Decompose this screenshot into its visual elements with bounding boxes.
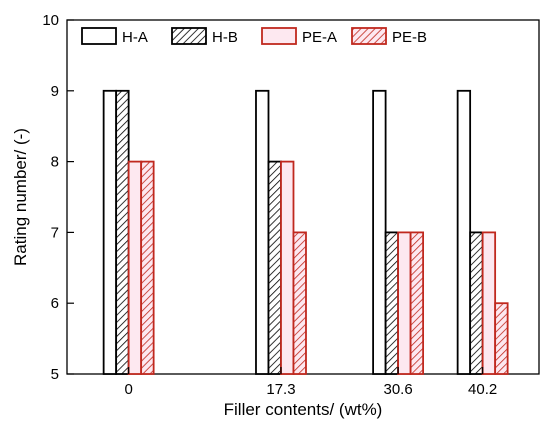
legend-label-h-a: H-A	[122, 29, 148, 46]
bar-pe-b-1	[292, 231, 307, 375]
bar-h-a-2	[372, 89, 387, 375]
bar-h-b-2	[384, 231, 400, 375]
y-tick-label-5: 10	[42, 12, 59, 29]
bar-pe-a-3	[481, 231, 497, 375]
x-tick-label-1: 17.3	[266, 381, 295, 398]
y-axis-title: Rating number/ (-)	[11, 128, 30, 266]
y-tick-label-3: 8	[51, 154, 59, 171]
y-tick-label-1: 6	[51, 295, 59, 312]
legend-label-h-b: H-B	[212, 29, 238, 46]
bar-pe-b-2	[409, 231, 425, 375]
y-tick-label-4: 9	[51, 83, 59, 100]
legend-label-pe-b: PE-B	[392, 29, 427, 46]
x-tick-label-2: 30.6	[384, 381, 413, 398]
x-axis: 0 17.3 30.6 40.2	[124, 367, 497, 398]
legend-label-pe-a: PE-A	[302, 29, 337, 46]
legend-swatch-h-a	[81, 27, 117, 45]
bar-pe-a-0	[127, 160, 143, 375]
bars-layer	[102, 89, 509, 375]
bar-pe-b-0	[140, 160, 155, 375]
bar-pe-a-2	[397, 231, 412, 375]
bar-h-b-0	[115, 89, 130, 375]
y-axis: 5 6 7 8 9 10	[42, 12, 74, 383]
y-tick-label-0: 5	[51, 366, 59, 383]
x-tick-label-3: 40.2	[468, 381, 497, 398]
legend-swatch-pe-a	[261, 27, 297, 45]
x-tick-label-0: 0	[124, 381, 132, 398]
bar-h-b-3	[469, 231, 484, 375]
bar-h-b-1	[267, 160, 282, 375]
bar-pe-b-3	[494, 302, 509, 375]
legend: H-A H-B PE-A PE-B	[81, 27, 427, 46]
bar-h-a-1	[255, 89, 270, 375]
y-tick-label-2: 7	[51, 224, 59, 241]
x-axis-title: Filler contents/ (wt%)	[224, 400, 383, 419]
legend-swatch-pe-b	[351, 27, 387, 45]
bar-pe-a-1	[280, 160, 295, 375]
bar-h-a-0	[102, 89, 118, 375]
bar-h-a-3	[456, 89, 472, 375]
legend-swatch-h-b	[171, 27, 207, 45]
